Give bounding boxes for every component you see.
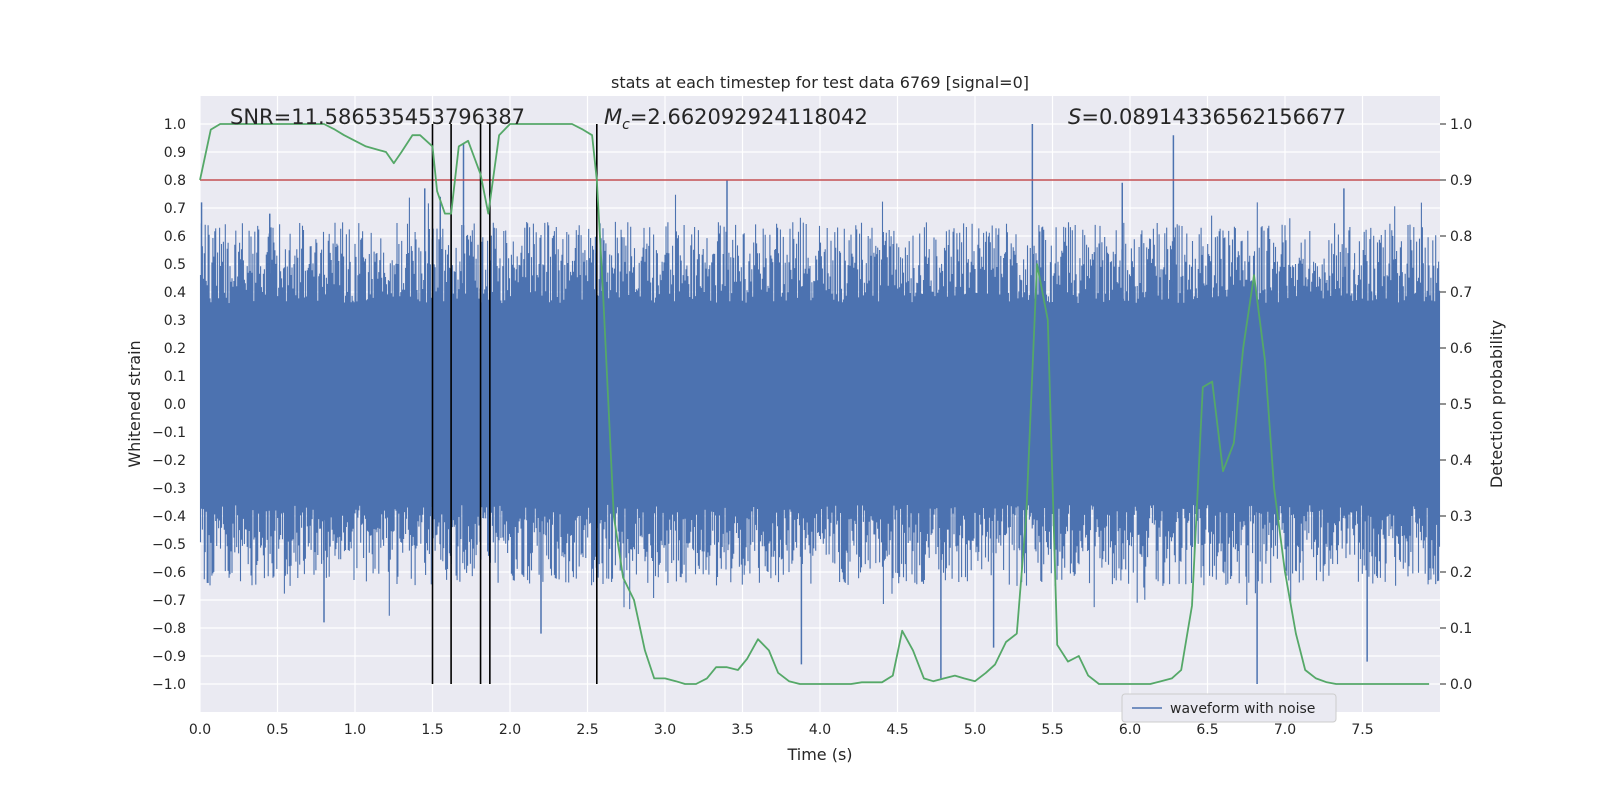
y-tick-label: 0.7	[164, 201, 186, 217]
probability-series	[199, 123, 1430, 685]
x-tick-label: 7.0	[1274, 722, 1296, 738]
y-tick-label: −0.2	[152, 453, 186, 469]
legend-box	[1121, 693, 1337, 723]
y-tick-label: −0.1	[152, 425, 186, 441]
y-tick-label: 0.0	[164, 397, 186, 413]
x-tick-label: 5.5	[1041, 722, 1063, 738]
waveform-series	[199, 124, 1441, 684]
x-tick-label: 3.5	[731, 722, 753, 738]
x-axis-ticks: 0.0 0.5 1.0 1.5 2.0 2.5 3.0 3.5 4.0 4.5 5.0 5.5 6.0 6…	[189, 722, 1374, 738]
y2-tick-label: 0.0	[1450, 677, 1472, 693]
y2-tick-label: 0.3	[1450, 509, 1472, 525]
s-statistic-annotation: S=0.08914336562156677	[1068, 105, 1346, 129]
y-tick-label: 0.2	[164, 341, 186, 357]
x-tick-label: 4.5	[886, 722, 908, 738]
chirp-mass-symbol: M	[604, 105, 622, 129]
chirp-mass-annotation: Mc=2.662092924118042	[604, 105, 868, 133]
y-tick-label: −0.3	[152, 481, 186, 497]
y2-tick-label: 0.6	[1450, 341, 1472, 357]
y2-tick-label: 0.1	[1450, 621, 1472, 637]
y2-tick-label: 0.8	[1450, 229, 1472, 245]
y-tick-label: 0.8	[164, 173, 186, 189]
y2-tick-label: 0.7	[1450, 285, 1472, 301]
x-tick-label: 2.0	[499, 722, 521, 738]
y-tick-label: −1.0	[152, 677, 186, 693]
x-tick-label: 7.5	[1351, 722, 1373, 738]
snr-annotation: SNR=11.586535453796387	[230, 105, 525, 129]
vertical-markers	[431, 124, 598, 684]
x-tick-label: 3.0	[654, 722, 676, 738]
chirp-mass-subscript: c	[622, 117, 630, 133]
y-tick-label: −0.5	[152, 537, 186, 553]
x-tick-label: 1.5	[421, 722, 443, 738]
y-axis-ticks: 1.0 0.9 0.8 0.7 0.6 0.5 0.4 0.3 0.2 0.1 0.0 −0.1 −0.…	[152, 117, 186, 693]
x-tick-label: 6.5	[1196, 722, 1218, 738]
s-value: =0.08914336562156677	[1081, 105, 1346, 129]
chirp-mass-value: =2.662092924118042	[630, 105, 868, 129]
y2-tick-label: 1.0	[1450, 117, 1472, 133]
y2-tick-label: 0.4	[1450, 453, 1472, 469]
y2-axis-label: Detection probability	[1487, 320, 1506, 488]
x-tick-label: 5.0	[964, 722, 986, 738]
x-tick-label: 0.5	[266, 722, 288, 738]
x-tick-label: 1.0	[344, 722, 366, 738]
y-tick-label: −0.9	[152, 649, 186, 665]
y2-tick-label: 0.9	[1450, 173, 1472, 189]
y-tick-label: 1.0	[164, 117, 186, 133]
y-tick-label: 0.6	[164, 229, 186, 245]
y-tick-label: 0.5	[164, 257, 186, 273]
y-tick-label: 0.9	[164, 145, 186, 161]
y-tick-label: −0.7	[152, 593, 186, 609]
y-tick-label: −0.4	[152, 509, 186, 525]
x-tick-label: 4.0	[809, 722, 831, 738]
y-axis-label: Whitened strain	[125, 340, 144, 467]
y-tick-label: 0.1	[164, 369, 186, 385]
x-tick-label: 2.5	[576, 722, 598, 738]
legend: waveform with noise	[1121, 693, 1337, 723]
x-axis-label: Time (s)	[786, 745, 852, 764]
y2-tick-label: 0.5	[1450, 397, 1472, 413]
y2-axis-ticks: 1.0 0.9 0.8 0.7 0.6 0.5 0.4 0.3 0.2 0.1 0.0	[1440, 117, 1472, 693]
s-symbol: S	[1068, 105, 1081, 129]
x-tick-label: 0.0	[189, 722, 211, 738]
y-tick-label: −0.8	[152, 621, 186, 637]
y-tick-label: 0.3	[164, 313, 186, 329]
y2-tick-label: 0.2	[1450, 565, 1472, 581]
waveform-line	[199, 194, 1441, 616]
x-tick-label: 6.0	[1119, 722, 1141, 738]
y-tick-label: 0.4	[164, 285, 186, 301]
chart-title: stats at each timestep for test data 676…	[611, 73, 1029, 92]
y-tick-label: −0.6	[152, 565, 186, 581]
detection-probability-line	[199, 123, 1430, 685]
legend-label: waveform with noise	[1170, 701, 1315, 717]
